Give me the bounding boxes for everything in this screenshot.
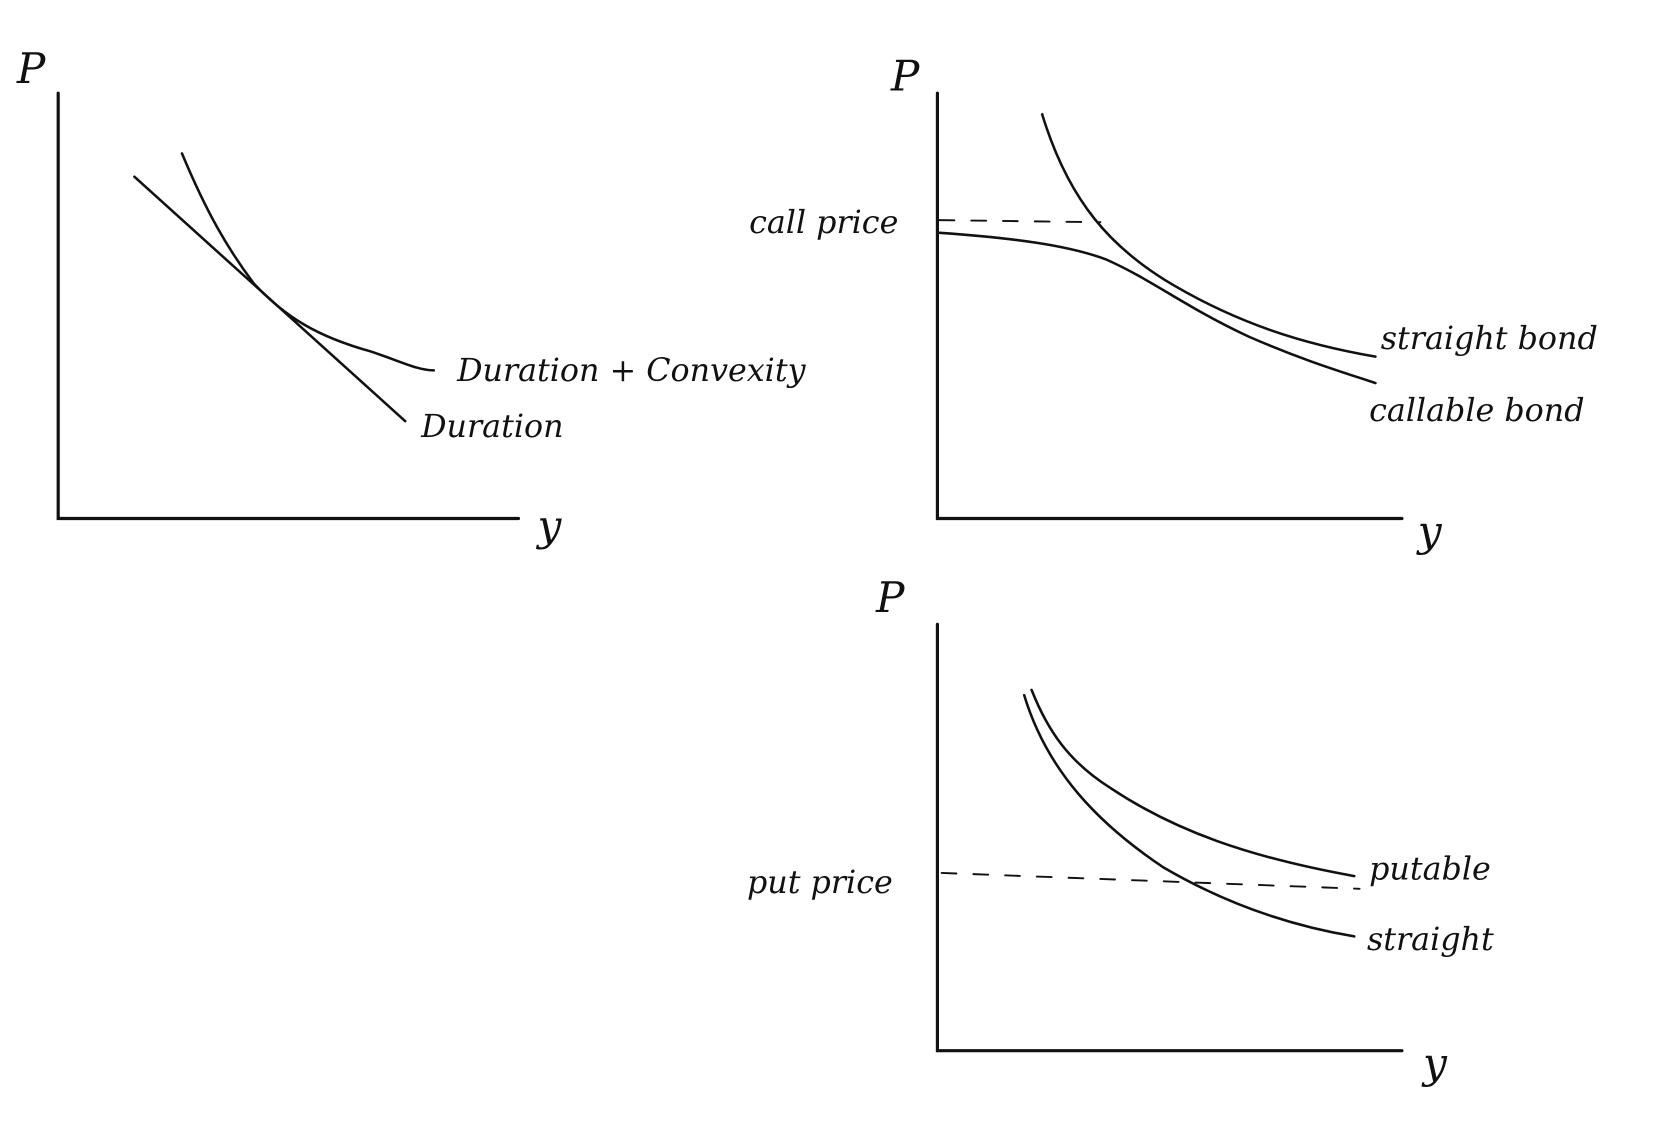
x-axis-label: y <box>1421 1039 1448 1088</box>
putable-curve <box>1030 688 1356 878</box>
curve-label: Duration <box>420 409 563 445</box>
put-price-line <box>940 871 1361 890</box>
panel-duration: P y Duration + Convexity Duration <box>16 44 807 550</box>
panel-putable: P y put price putable straight <box>747 573 1494 1088</box>
curve-label: callable bond <box>1369 393 1584 429</box>
straight-curve <box>1022 693 1356 938</box>
callable-bond-curve <box>938 231 1377 385</box>
y-axis-label: P <box>875 573 906 622</box>
convexity-curve <box>180 152 436 372</box>
axes <box>56 91 521 521</box>
panel-callable: P y call price straight bond callable bo… <box>749 51 1598 555</box>
curve-label: straight <box>1367 922 1494 958</box>
axes <box>935 91 1404 521</box>
x-axis-label: y <box>1416 506 1443 555</box>
curve-label: putable <box>1369 851 1491 887</box>
curve-label: Duration + Convexity <box>456 353 807 389</box>
y-axis-label: P <box>890 51 921 100</box>
axes <box>935 622 1404 1053</box>
level-label: call price <box>749 205 898 241</box>
y-axis-label: P <box>16 44 47 93</box>
call-price-line <box>938 219 1102 224</box>
x-axis-label: y <box>535 501 562 550</box>
straight-bond-curve <box>1040 113 1377 358</box>
curve-label: straight bond <box>1381 321 1598 357</box>
level-label: put price <box>747 865 893 901</box>
